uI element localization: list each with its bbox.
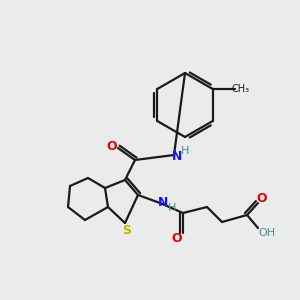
Text: N: N <box>172 151 182 164</box>
Text: H: H <box>168 203 176 213</box>
Text: H: H <box>181 146 189 156</box>
Text: S: S <box>122 224 131 236</box>
Text: O: O <box>257 193 267 206</box>
Text: O: O <box>172 232 182 244</box>
Text: CH₃: CH₃ <box>232 84 250 94</box>
Text: N: N <box>158 196 168 208</box>
Text: O: O <box>107 140 117 152</box>
Text: OH: OH <box>258 228 276 238</box>
